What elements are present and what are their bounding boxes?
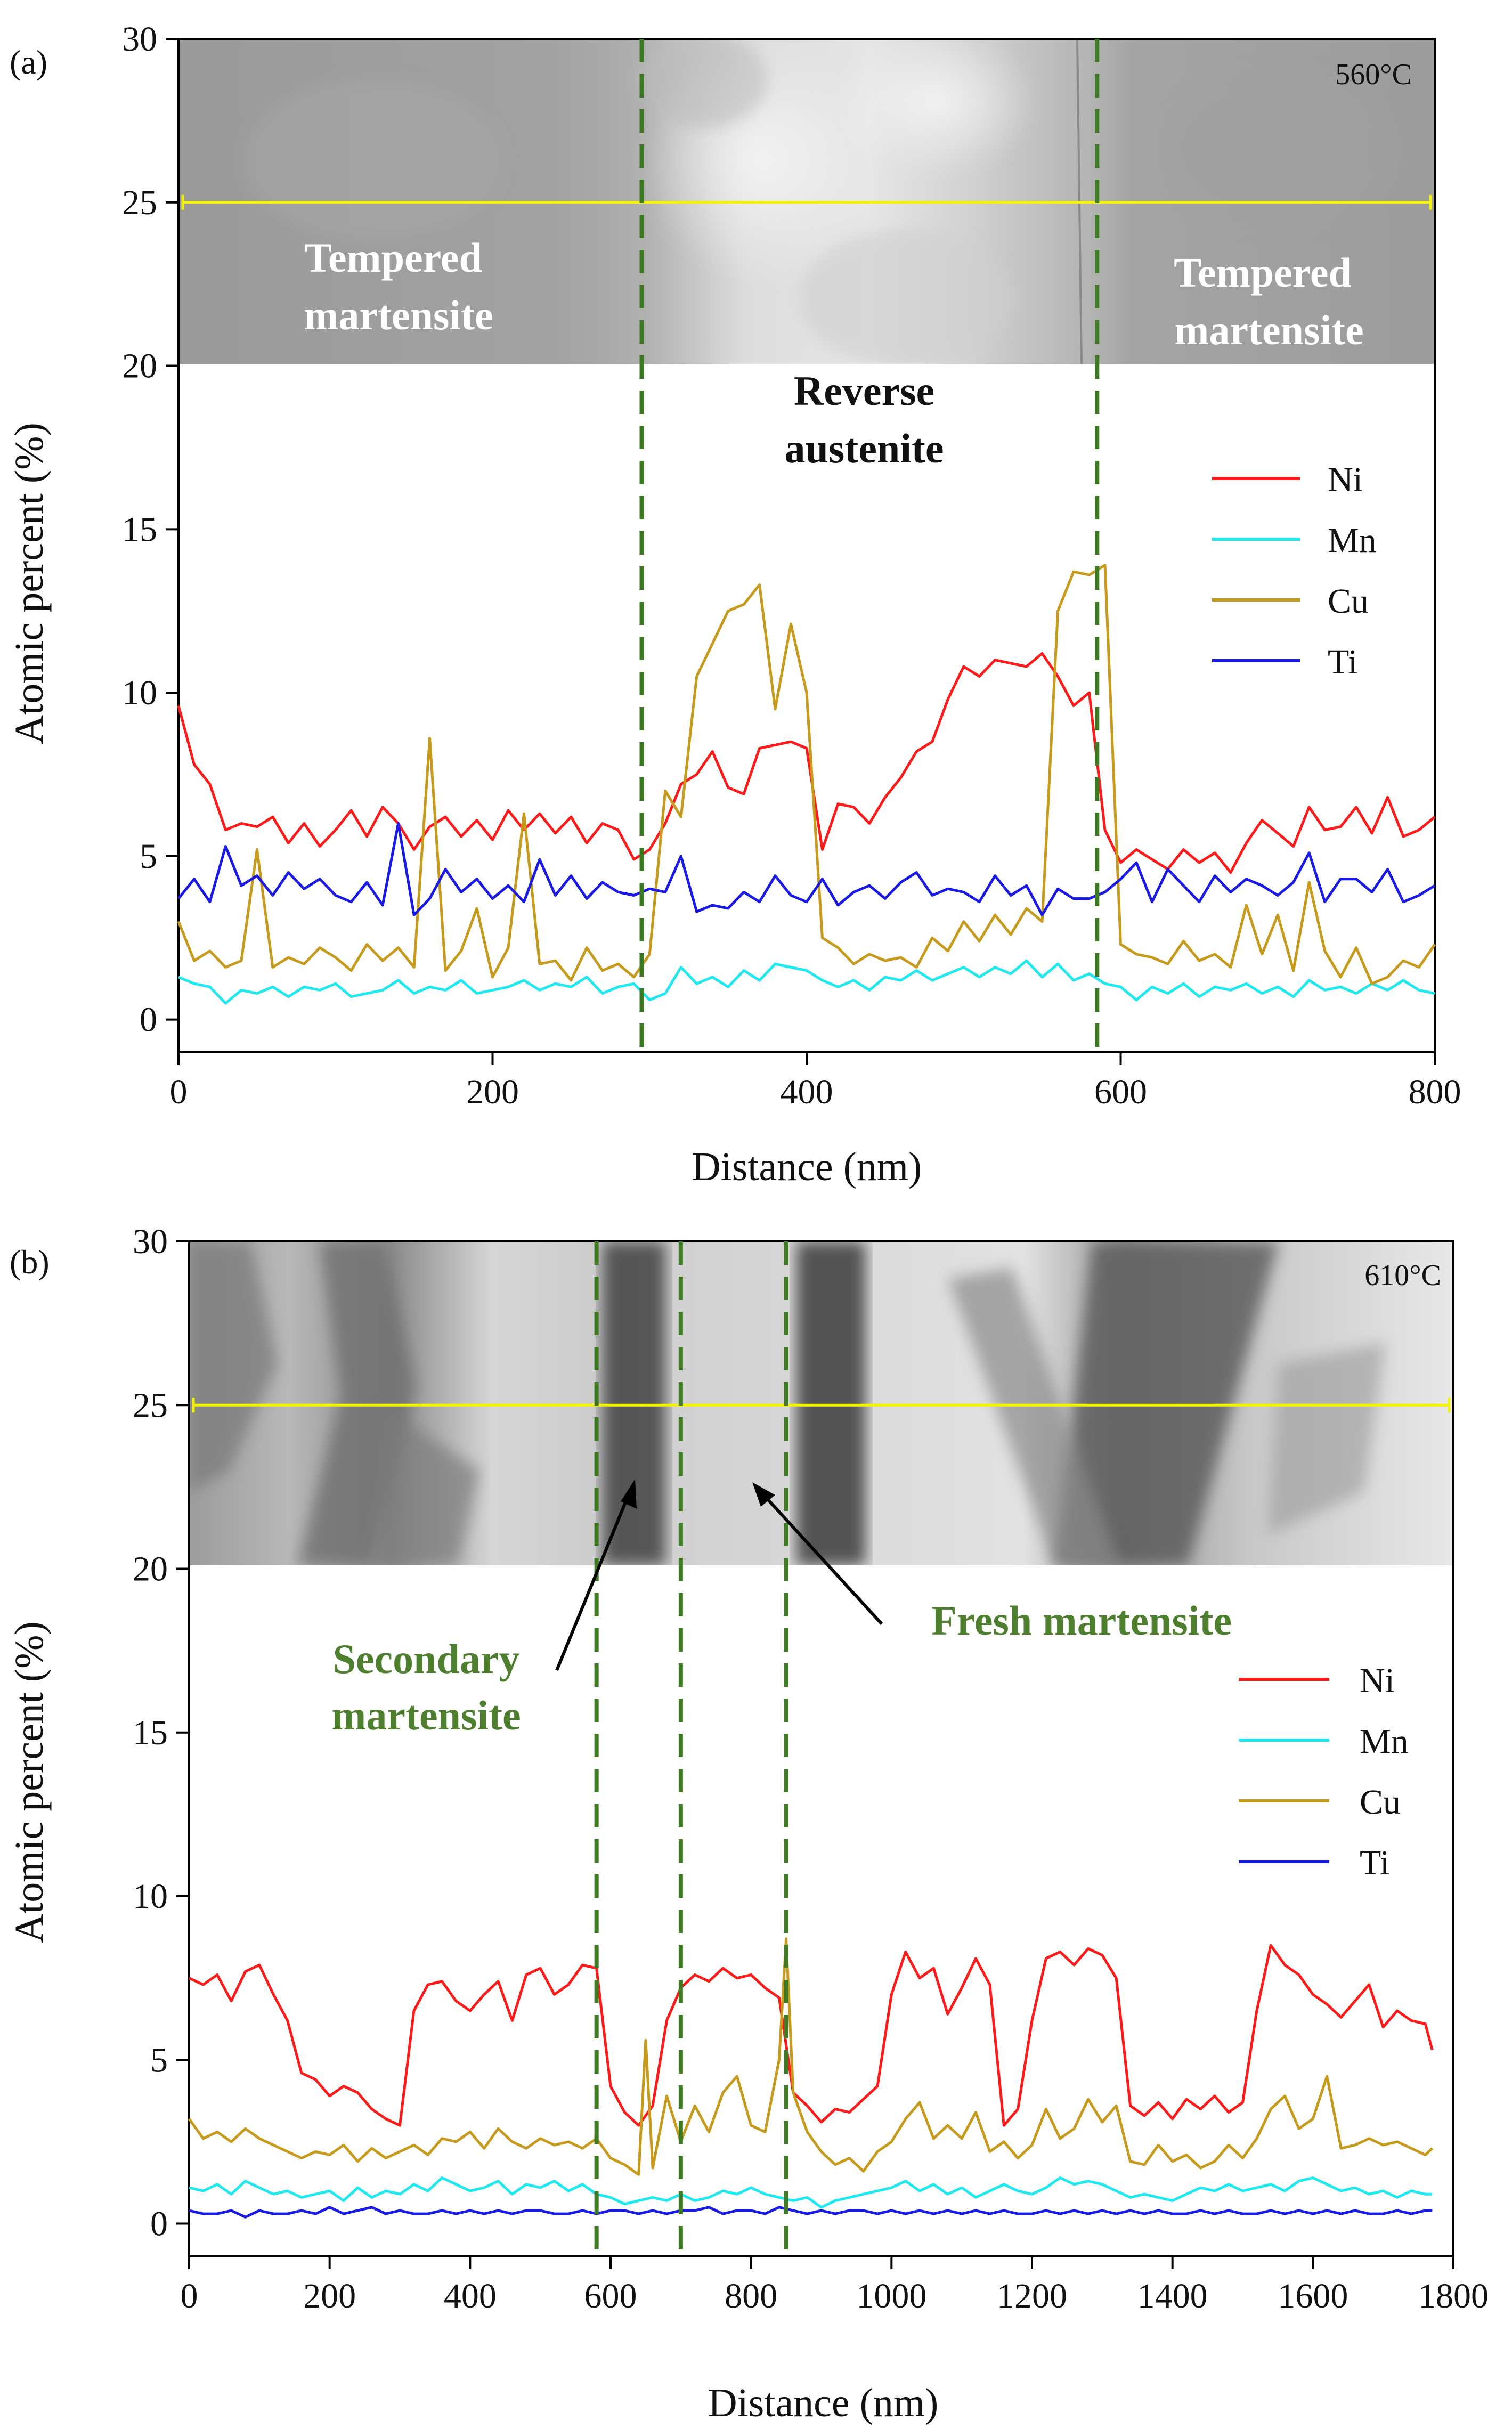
y-axis-label-a: Atomic percent (%) [7, 423, 52, 744]
plot-area-b: 0 200 400 600 800 1000 1200 1400 1600 1800 0 5 10 15 2… [133, 1222, 1489, 2316]
b-ytick-label-5: 5 [150, 2041, 168, 2079]
arrowhead-secondary-martensite [621, 1479, 637, 1509]
b-series-ti [189, 2206, 1433, 2219]
legend-b: Ni Mn Cu Ti [1239, 1661, 1409, 1882]
x-axis-label-b: Distance (nm) [708, 2381, 939, 2425]
a-series-cu [177, 564, 1436, 985]
a-series-ti [177, 822, 1436, 916]
legend-b-ti: Ti [1360, 1843, 1389, 1882]
b-xtick-label-400: 400 [444, 2277, 497, 2316]
a-ytick-label-10: 10 [122, 673, 157, 712]
a-xtick-label-600: 600 [1094, 1073, 1147, 1111]
b-series-ni [188, 1944, 1434, 2127]
plot-area-a: 0 200 400 600 800 0 5 10 15 20 25 30 [122, 20, 1461, 1111]
b-ytick-label-10: 10 [133, 1877, 168, 1916]
a-ytick-label-30: 30 [122, 20, 157, 59]
legend-a-mn: Mn [1328, 521, 1377, 560]
legend-a: Ni Mn Cu Ti [1212, 460, 1377, 681]
legend-a-ni: Ni [1328, 460, 1363, 499]
micrograph-b [189, 1241, 1453, 1565]
b-xtick-label-1800: 1800 [1418, 2277, 1489, 2316]
b-ytick-label-0: 0 [150, 2205, 168, 2244]
legend-b-ni: Ni [1360, 1661, 1395, 1700]
b-xtick-label-200: 200 [303, 2277, 356, 2316]
tempered-martensite-left-line1: Tempered [304, 234, 482, 281]
a-xtick-label-800: 800 [1409, 1073, 1461, 1111]
fresh-martensite-label: Fresh martensite [931, 1597, 1232, 1644]
b-xtick-label-800: 800 [725, 2277, 777, 2316]
panel-a: (a) Tempered martensite Tempered martens… [7, 20, 1461, 1189]
arrow-secondary-martensite [555, 1491, 631, 1671]
a-ytick-label-15: 15 [122, 510, 157, 549]
legend-a-cu: Cu [1328, 582, 1369, 621]
a-xtick-label-0: 0 [170, 1073, 188, 1111]
temperature-label-a: 560°C [1335, 58, 1412, 91]
panel-b: (b) 610°C 0 200 400 600 800 1000 1200 1400 1600 1… [7, 1222, 1489, 2425]
tempered-martensite-left-line2: martensite [304, 292, 493, 338]
a-ytick-label-5: 5 [140, 837, 157, 876]
secondary-martensite-line1: Secondary [333, 1636, 520, 1682]
reverse-austenite-line2: austenite [785, 425, 944, 472]
x-axis-label-a: Distance (nm) [692, 1144, 922, 1189]
a-series-mn [178, 959, 1435, 1005]
legend-b-mn: Mn [1360, 1722, 1409, 1761]
b-ytick-label-25: 25 [133, 1386, 168, 1425]
b-ytick-label-30: 30 [133, 1222, 168, 1261]
a-ytick-label-25: 25 [122, 183, 157, 222]
b-series-mn [189, 2176, 1433, 2209]
annotation-arrows [555, 1479, 883, 1671]
b-xtick-label-0: 0 [181, 2277, 198, 2316]
b-ytick-label-20: 20 [133, 1550, 168, 1589]
b-xtick-label-1000: 1000 [856, 2277, 926, 2316]
b-xtick-label-1200: 1200 [997, 2277, 1067, 2316]
b-ytick-label-15: 15 [133, 1713, 168, 1752]
temperature-label-b: 610°C [1364, 1259, 1441, 1292]
tempered-martensite-right-line2: martensite [1174, 307, 1363, 353]
b-xtick-label-1400: 1400 [1137, 2277, 1208, 2316]
a-series-ni [177, 652, 1436, 874]
a-xtick-label-400: 400 [781, 1073, 833, 1111]
a-xtick-label-200: 200 [466, 1073, 519, 1111]
reverse-austenite-line1: Reverse [794, 368, 934, 414]
a-ytick-label-20: 20 [122, 347, 157, 386]
legend-b-cu: Cu [1360, 1783, 1401, 1822]
panel-a-label: (a) [10, 43, 47, 81]
y-axis-label-b: Atomic percent (%) [7, 1621, 52, 1943]
a-ytick-label-0: 0 [140, 1001, 157, 1039]
panel-b-label: (b) [10, 1243, 50, 1281]
arrowhead-fresh-martensite [752, 1482, 775, 1507]
tempered-martensite-right-line1: Tempered [1174, 249, 1352, 296]
b-xtick-label-1600: 1600 [1278, 2277, 1348, 2316]
b-xtick-label-600: 600 [584, 2277, 637, 2316]
legend-a-ti: Ti [1328, 643, 1357, 681]
b-axes-frame [188, 1240, 1454, 2257]
secondary-martensite-line2: martensite [331, 1692, 521, 1739]
b-series-cu [188, 1937, 1434, 2176]
arrow-fresh-martensite [759, 1490, 883, 1626]
